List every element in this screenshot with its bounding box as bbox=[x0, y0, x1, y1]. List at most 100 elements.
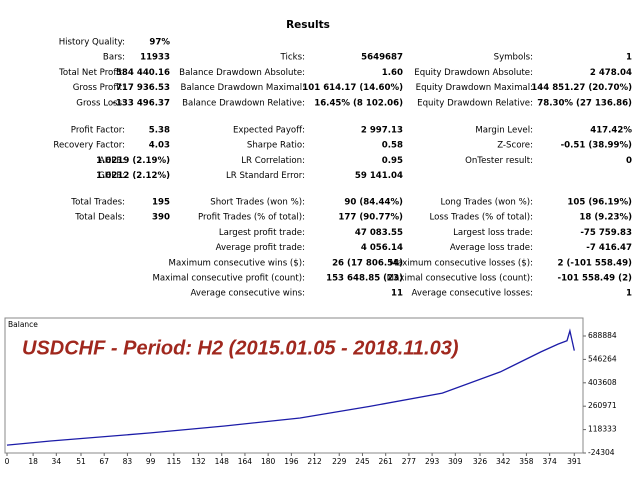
stat-label: Balance Drawdown Relative: bbox=[182, 98, 305, 108]
stat-label: Average loss trade: bbox=[450, 243, 533, 253]
stat-label: Balance Drawdown Absolute: bbox=[179, 68, 305, 78]
stat-label: Long Trades (won %): bbox=[441, 198, 534, 208]
x-tick-label: 245 bbox=[355, 457, 370, 466]
x-tick-label: 67 bbox=[99, 457, 109, 466]
stat-value: 1 bbox=[626, 289, 632, 299]
stat-value: 5649687 bbox=[361, 53, 403, 63]
balance-line bbox=[6, 328, 575, 446]
y-tick-label: 260971 bbox=[588, 401, 617, 410]
stat-value: 0.95 bbox=[382, 156, 403, 166]
x-tick-label: 212 bbox=[307, 457, 322, 466]
stat-value: 11933 bbox=[140, 53, 170, 63]
stat-label: Sharpe Ratio: bbox=[247, 141, 305, 151]
x-tick-label: 342 bbox=[496, 457, 511, 466]
x-tick-label: 51 bbox=[76, 457, 86, 466]
stat-value: 97% bbox=[149, 38, 170, 48]
stat-value: -101 558.49 (2) bbox=[558, 274, 633, 284]
stat-label: Maximum consecutive losses ($): bbox=[390, 258, 533, 268]
y-tick-label: 688884 bbox=[588, 331, 617, 340]
chart-caption: USDCHF - Period: H2 (2015.01.05 - 2018.1… bbox=[22, 337, 459, 359]
stat-label: Expected Payoff: bbox=[233, 126, 305, 136]
y-tick-label: -24304 bbox=[588, 448, 615, 457]
stat-label: GHPR: bbox=[98, 171, 125, 181]
y-tick-label: 546264 bbox=[588, 354, 617, 363]
stat-value: 177 (90.77%) bbox=[338, 213, 403, 223]
x-tick-label: 115 bbox=[167, 457, 182, 466]
stat-value: 390 bbox=[152, 213, 170, 223]
stat-value: 16.45% (8 102.06) bbox=[314, 98, 403, 108]
stat-value: -75 759.83 bbox=[580, 228, 632, 238]
stat-value: -7 416.47 bbox=[586, 243, 632, 253]
chart-frame bbox=[4, 317, 584, 454]
x-tick-label: 0 bbox=[5, 457, 10, 466]
stat-value: 18 (9.23%) bbox=[579, 213, 632, 223]
stat-value: 2 478.04 bbox=[590, 68, 632, 78]
stat-label: Balance Drawdown Maximal: bbox=[181, 83, 305, 93]
stat-value: 47 083.55 bbox=[355, 228, 403, 238]
stat-value: -0.51 (38.99%) bbox=[561, 141, 632, 151]
stat-value: 717 936.53 bbox=[116, 83, 170, 93]
stat-label: Short Trades (won %): bbox=[210, 198, 305, 208]
stat-label: Maximum consecutive wins ($): bbox=[169, 258, 305, 268]
x-tick-label: 99 bbox=[146, 457, 156, 466]
x-tick-label: 132 bbox=[191, 457, 206, 466]
x-tick-label: 326 bbox=[473, 457, 488, 466]
stat-value: 195 bbox=[152, 198, 170, 208]
x-tick-label: 148 bbox=[215, 457, 230, 466]
x-tick-label: 261 bbox=[379, 457, 394, 466]
stat-value: 4 056.14 bbox=[361, 243, 403, 253]
stat-label: Equity Drawdown Relative: bbox=[417, 98, 533, 108]
stat-label: Total Net Profit: bbox=[58, 68, 125, 78]
stat-label: Total Trades: bbox=[70, 198, 125, 208]
stat-value: 2 997.13 bbox=[361, 126, 403, 136]
stat-label: Loss Trades (% of total): bbox=[430, 213, 533, 223]
x-tick-label: 277 bbox=[402, 457, 417, 466]
stat-label: Ticks: bbox=[280, 53, 305, 63]
report-title: Results bbox=[286, 19, 330, 31]
y-tick-label: 118333 bbox=[588, 425, 617, 434]
y-tick-label: 403608 bbox=[588, 378, 617, 387]
stat-label: Bars: bbox=[103, 53, 125, 63]
stat-label: Profit Trades (% of total): bbox=[198, 213, 305, 223]
stat-label: Total Deals: bbox=[74, 213, 125, 223]
x-tick-label: 309 bbox=[448, 457, 463, 466]
stat-label: Gross Loss: bbox=[76, 98, 125, 108]
stat-label: Average consecutive losses: bbox=[411, 289, 533, 299]
stat-label: Largest loss trade: bbox=[453, 228, 533, 238]
stat-label: LR Correlation: bbox=[241, 156, 305, 166]
x-tick-label: 293 bbox=[425, 457, 440, 466]
stat-value: 0.58 bbox=[382, 141, 403, 151]
stat-value: 101 614.17 (14.60%) bbox=[302, 83, 403, 93]
stat-value: 105 (96.19%) bbox=[567, 198, 632, 208]
chart-label: Balance bbox=[8, 320, 38, 329]
stat-label: Margin Level: bbox=[475, 126, 533, 136]
x-tick-label: 229 bbox=[332, 457, 347, 466]
stat-label: History Quality: bbox=[59, 38, 125, 48]
x-tick-label: 34 bbox=[52, 457, 62, 466]
stat-value: 417.42% bbox=[590, 126, 632, 136]
stat-value: 1.0212 (2.12%) bbox=[96, 171, 170, 181]
stat-value: 1.60 bbox=[382, 68, 403, 78]
stat-value: 78.30% (27 136.86) bbox=[537, 98, 632, 108]
stat-label: Maximal consecutive loss (count): bbox=[387, 274, 533, 284]
x-tick-label: 164 bbox=[238, 457, 253, 466]
stat-value: 153 648.85 (23) bbox=[326, 274, 403, 284]
stat-value: 11 bbox=[391, 289, 403, 299]
stat-value: 59 141.04 bbox=[355, 171, 403, 181]
x-tick-label: 391 bbox=[567, 457, 582, 466]
x-tick-label: 180 bbox=[261, 457, 276, 466]
stat-value: 1 bbox=[626, 53, 632, 63]
stat-label: Equity Drawdown Absolute: bbox=[414, 68, 533, 78]
stat-value: 4.03 bbox=[149, 141, 170, 151]
stat-label: AHPR: bbox=[99, 156, 125, 166]
stat-label: OnTester result: bbox=[465, 156, 533, 166]
stat-value: 0 bbox=[626, 156, 632, 166]
stat-label: Average profit trade: bbox=[216, 243, 305, 253]
stat-label: Z-Score: bbox=[497, 141, 533, 151]
stat-value: 5.38 bbox=[149, 126, 170, 136]
x-tick-label: 196 bbox=[284, 457, 299, 466]
x-tick-label: 374 bbox=[542, 457, 557, 466]
stat-label: LR Standard Error: bbox=[226, 171, 305, 181]
x-tick-label: 18 bbox=[28, 457, 38, 466]
